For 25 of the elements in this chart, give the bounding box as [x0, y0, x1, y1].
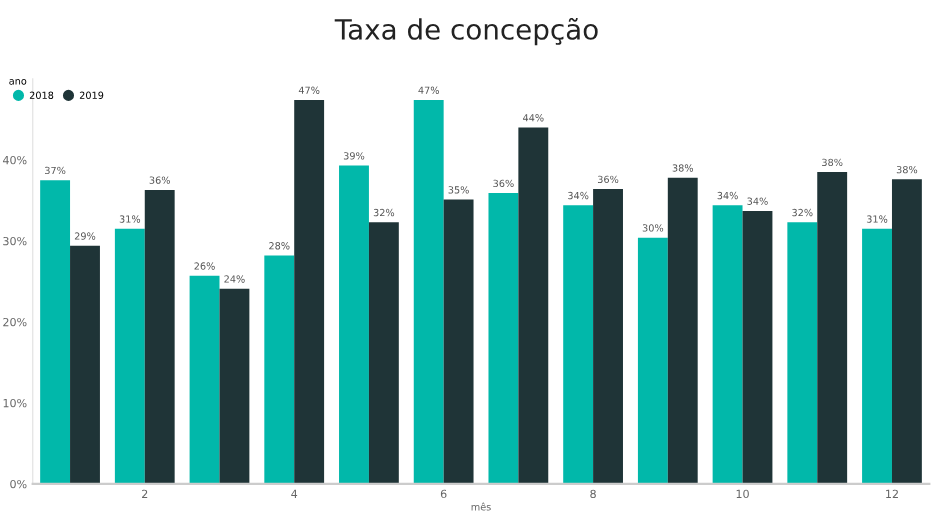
bar — [294, 99, 325, 484]
bar — [712, 205, 743, 484]
bar — [368, 222, 399, 484]
bar — [40, 180, 71, 484]
chart-title: Taxa de concepção — [334, 17, 598, 46]
bar — [339, 165, 369, 484]
bar — [593, 189, 623, 484]
bar — [637, 237, 668, 484]
bar — [667, 177, 698, 484]
bar — [563, 205, 594, 484]
bar — [144, 189, 175, 484]
bar — [219, 288, 250, 484]
bar — [862, 228, 892, 484]
bar — [114, 228, 145, 484]
bar — [264, 255, 295, 484]
bar — [70, 245, 100, 484]
bar — [891, 179, 922, 484]
bar — [189, 275, 220, 484]
bar — [742, 210, 773, 484]
bar — [817, 172, 848, 484]
bar — [413, 99, 444, 484]
bar — [518, 127, 549, 484]
bar — [443, 199, 474, 484]
bar — [488, 193, 519, 484]
bar — [787, 222, 818, 484]
